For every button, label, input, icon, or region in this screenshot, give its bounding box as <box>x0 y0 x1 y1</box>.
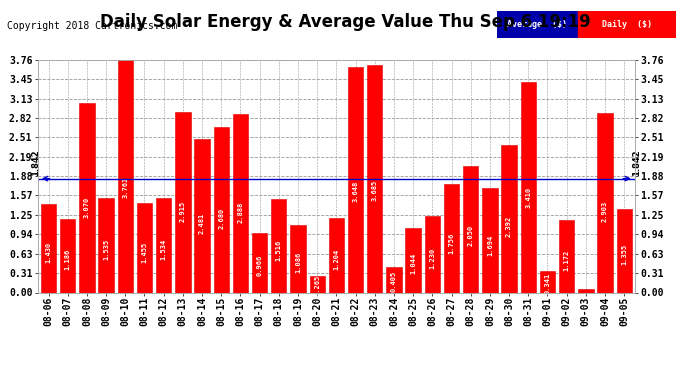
Bar <box>290 225 306 292</box>
Bar <box>406 228 421 292</box>
Bar <box>463 166 478 292</box>
Text: Daily Solar Energy & Average Value Thu Sep 6 19:19: Daily Solar Energy & Average Value Thu S… <box>99 13 591 31</box>
Bar <box>540 272 555 292</box>
Text: Copyright 2018 Cartronics.com: Copyright 2018 Cartronics.com <box>7 21 177 31</box>
Text: 2.888: 2.888 <box>237 201 244 223</box>
Text: 0.405: 0.405 <box>391 271 397 292</box>
Bar <box>117 60 133 292</box>
Bar <box>175 112 190 292</box>
Bar <box>271 199 286 292</box>
Text: 3.648: 3.648 <box>353 180 359 202</box>
Text: 1.756: 1.756 <box>448 233 455 254</box>
Bar <box>502 145 517 292</box>
Text: 0.966: 0.966 <box>257 255 263 276</box>
Bar <box>310 276 325 292</box>
Bar <box>99 198 114 292</box>
Text: 1.355: 1.355 <box>621 244 627 266</box>
Bar <box>444 184 460 292</box>
Bar <box>598 113 613 292</box>
Bar <box>233 114 248 292</box>
Text: 1.842: 1.842 <box>32 149 41 176</box>
Bar <box>252 233 267 292</box>
Bar <box>578 11 676 38</box>
Text: 1.516: 1.516 <box>276 240 282 261</box>
Text: 1.204: 1.204 <box>333 248 339 270</box>
Bar <box>367 64 382 292</box>
Bar <box>156 198 171 292</box>
Bar <box>328 218 344 292</box>
Text: 1.694: 1.694 <box>487 235 493 256</box>
Text: 1.230: 1.230 <box>429 248 435 269</box>
Text: 1.842: 1.842 <box>632 149 641 176</box>
Text: Average  ($): Average ($) <box>507 20 567 29</box>
Text: 2.915: 2.915 <box>180 201 186 222</box>
Bar <box>195 139 210 292</box>
Bar <box>578 290 593 292</box>
Bar <box>213 127 229 292</box>
Text: Daily  ($): Daily ($) <box>602 20 652 29</box>
Text: 1.430: 1.430 <box>46 242 52 263</box>
Bar <box>60 219 75 292</box>
Bar <box>482 188 497 292</box>
Bar <box>497 11 578 38</box>
Bar <box>386 267 402 292</box>
Text: 3.761: 3.761 <box>122 177 128 198</box>
Text: 2.481: 2.481 <box>199 213 205 234</box>
Text: 0.265: 0.265 <box>314 274 320 296</box>
Text: 1.534: 1.534 <box>161 239 167 261</box>
Text: 1.044: 1.044 <box>410 253 416 274</box>
Text: 3.410: 3.410 <box>525 187 531 208</box>
Text: 1.172: 1.172 <box>564 249 570 270</box>
Text: 1.535: 1.535 <box>103 239 109 260</box>
Bar <box>41 204 56 292</box>
Bar <box>521 82 536 292</box>
Bar <box>79 103 95 292</box>
Bar <box>559 220 574 292</box>
Text: 3.070: 3.070 <box>84 196 90 218</box>
Text: 1.455: 1.455 <box>141 242 148 262</box>
Text: 1.186: 1.186 <box>65 249 70 270</box>
Bar <box>348 67 363 292</box>
Text: 0.341: 0.341 <box>544 272 551 294</box>
Text: 2.392: 2.392 <box>506 215 512 237</box>
Bar <box>137 202 152 292</box>
Text: 3.685: 3.685 <box>372 179 377 201</box>
Bar <box>617 209 632 292</box>
Text: 2.050: 2.050 <box>468 225 474 246</box>
Text: 1.086: 1.086 <box>295 252 301 273</box>
Text: 2.680: 2.680 <box>218 207 224 228</box>
Bar <box>424 216 440 292</box>
Text: 2.903: 2.903 <box>602 201 608 222</box>
